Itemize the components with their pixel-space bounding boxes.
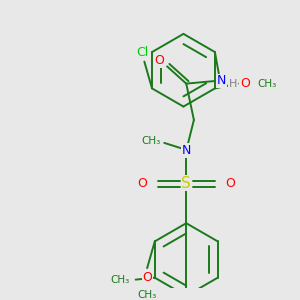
Text: O: O xyxy=(241,77,250,90)
Text: CH₃: CH₃ xyxy=(257,79,276,88)
Text: H: H xyxy=(229,79,237,88)
Text: O: O xyxy=(154,54,164,67)
Text: CH₃: CH₃ xyxy=(141,136,160,146)
Text: S: S xyxy=(182,176,191,190)
Text: CH₃: CH₃ xyxy=(137,290,157,300)
Text: CH₃: CH₃ xyxy=(111,274,130,285)
Text: O: O xyxy=(225,176,235,190)
Text: Cl: Cl xyxy=(136,46,148,59)
Text: O: O xyxy=(142,271,152,284)
Text: O: O xyxy=(137,176,147,190)
Text: N: N xyxy=(217,74,226,87)
Text: N: N xyxy=(182,144,191,157)
